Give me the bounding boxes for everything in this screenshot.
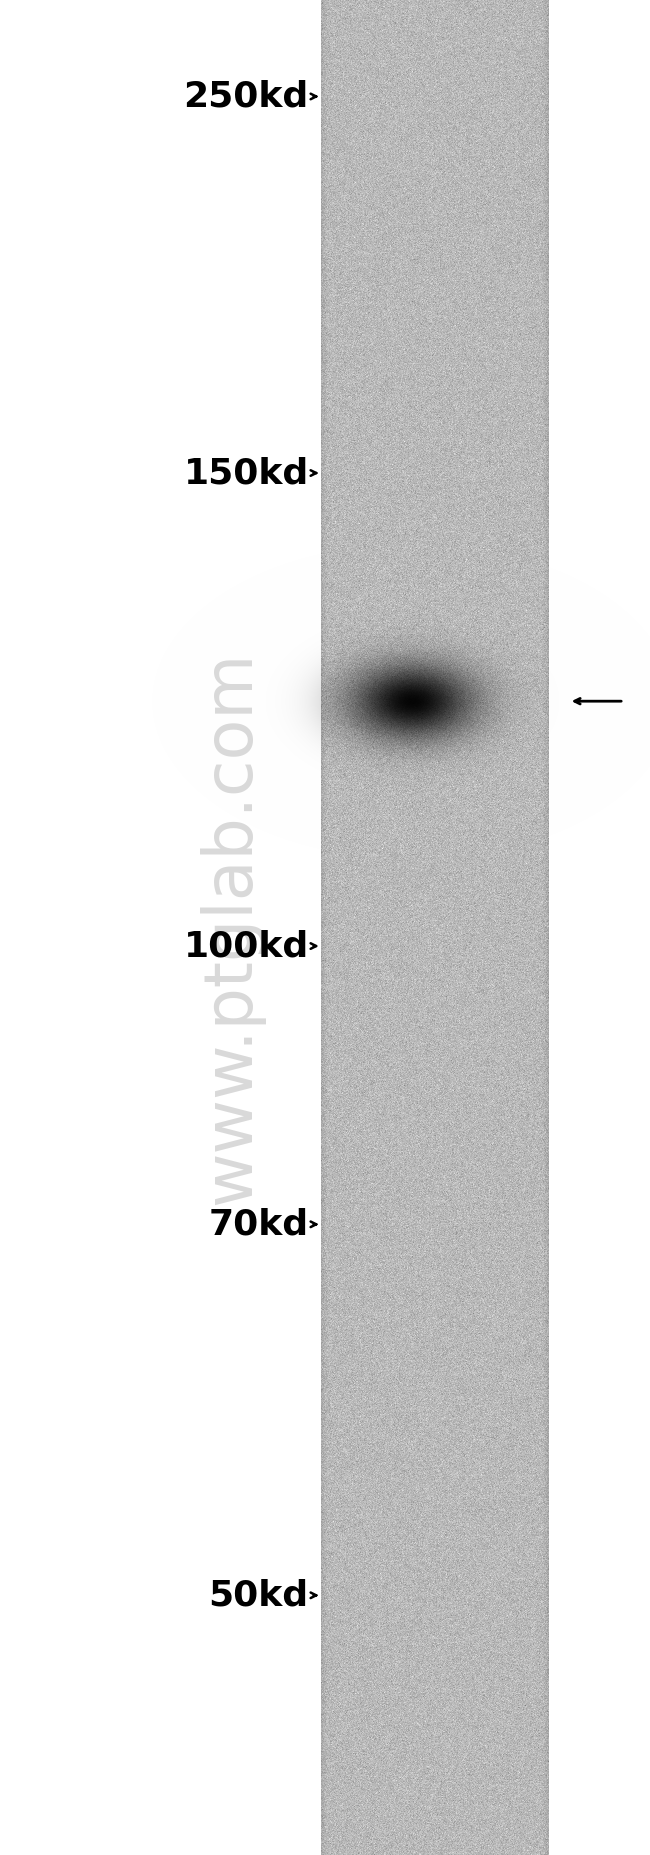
Text: 150kd: 150kd <box>183 456 309 490</box>
Text: 100kd: 100kd <box>183 929 309 963</box>
Text: www.ptglab.com: www.ptglab.com <box>198 651 264 1204</box>
Text: 70kd: 70kd <box>209 1208 309 1241</box>
Text: 50kd: 50kd <box>209 1579 309 1612</box>
Text: 250kd: 250kd <box>183 80 309 113</box>
